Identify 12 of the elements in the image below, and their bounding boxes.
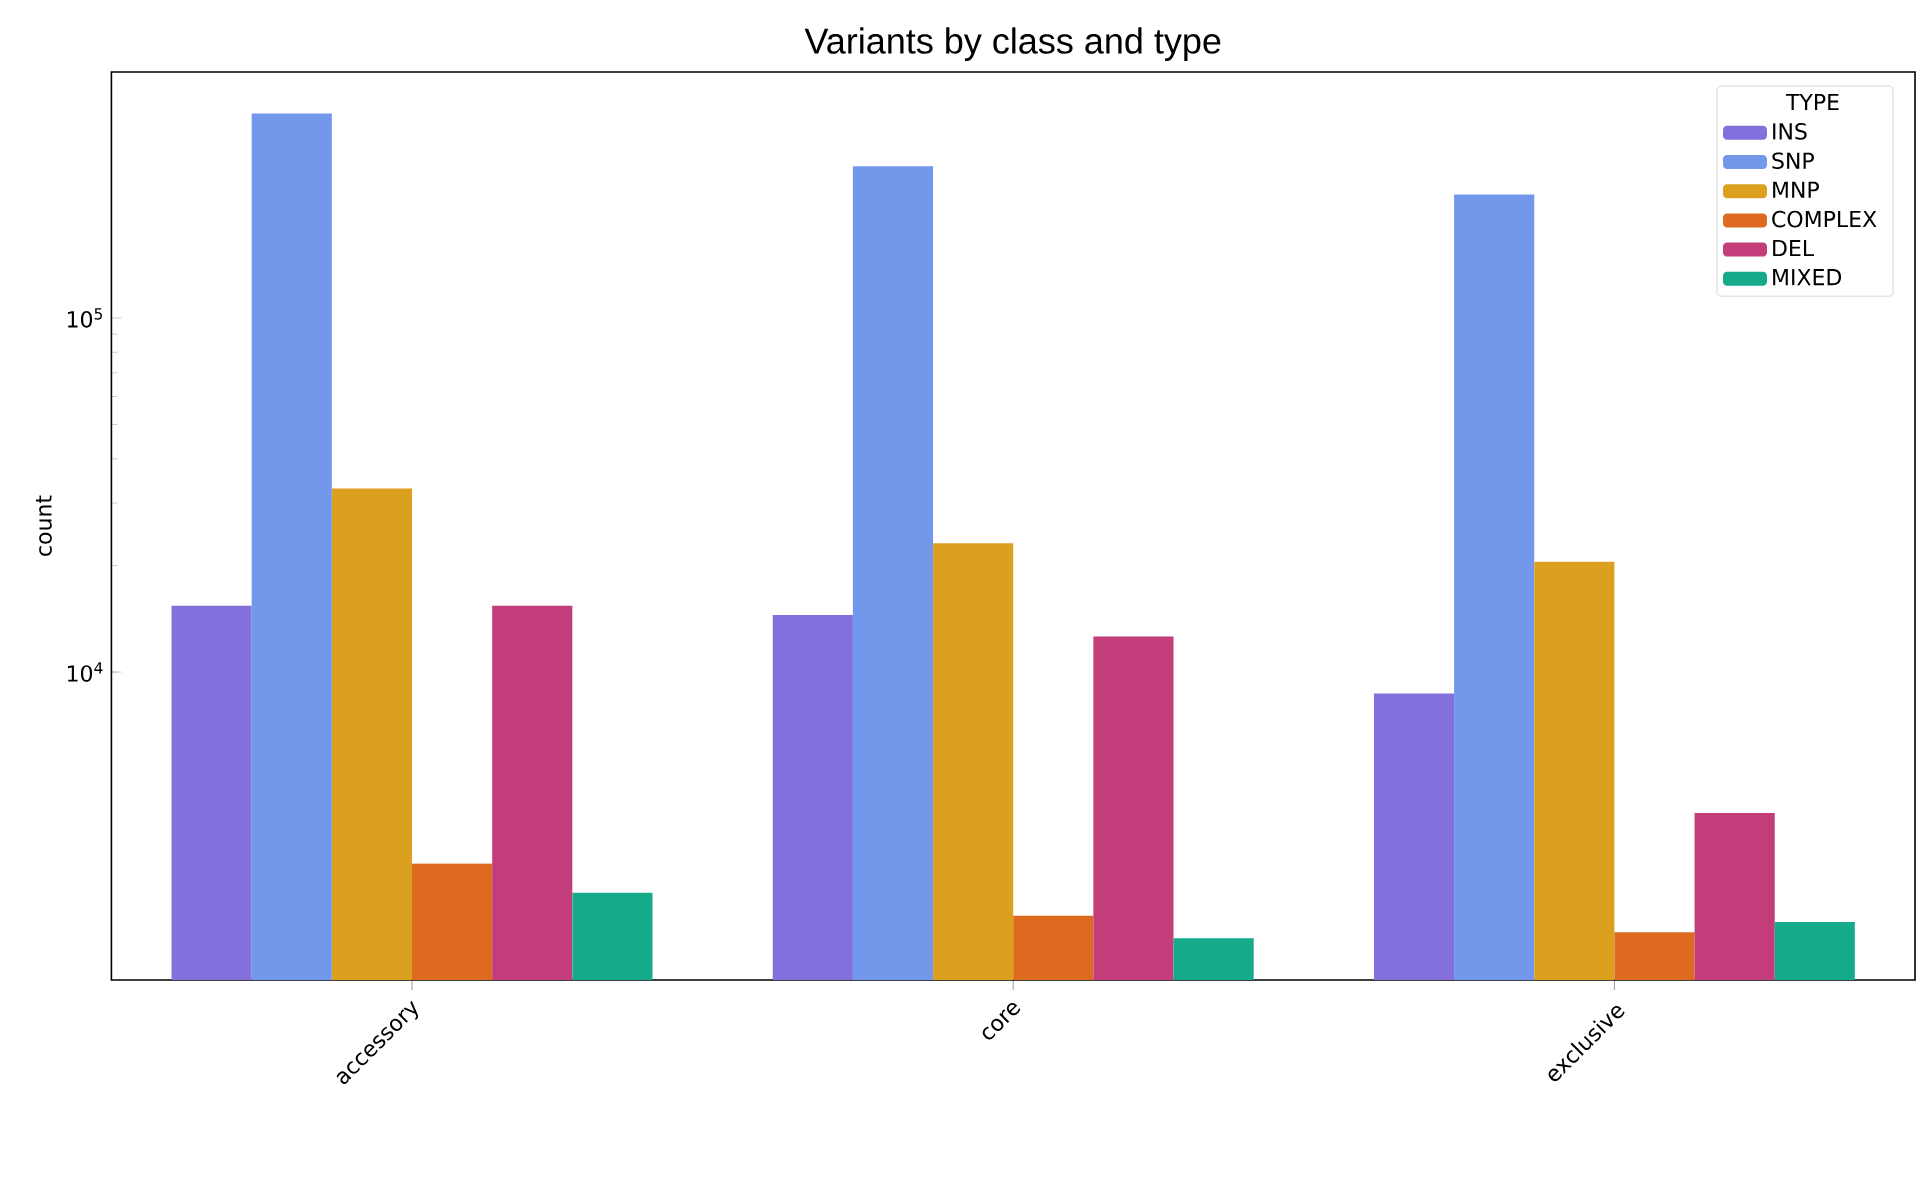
x-tick-label: core [982,1002,1021,1040]
legend-label: SNP [1772,152,1814,170]
legend-label: INS [1773,123,1807,140]
y-tick-label: 10$^{5}$ [67,308,102,328]
legend-title: TYPE [1785,94,1839,111]
legend-label: MIXED [1773,269,1842,286]
y-axis-title: count [36,495,52,556]
legend-label: COMPLEX [1772,210,1877,228]
y-tick-label: 10$^{4}$ [67,662,103,682]
legend-label: DEL [1773,240,1814,257]
legend-label: MNP [1773,181,1819,198]
chart-title: Variants by class and type [804,27,1221,61]
